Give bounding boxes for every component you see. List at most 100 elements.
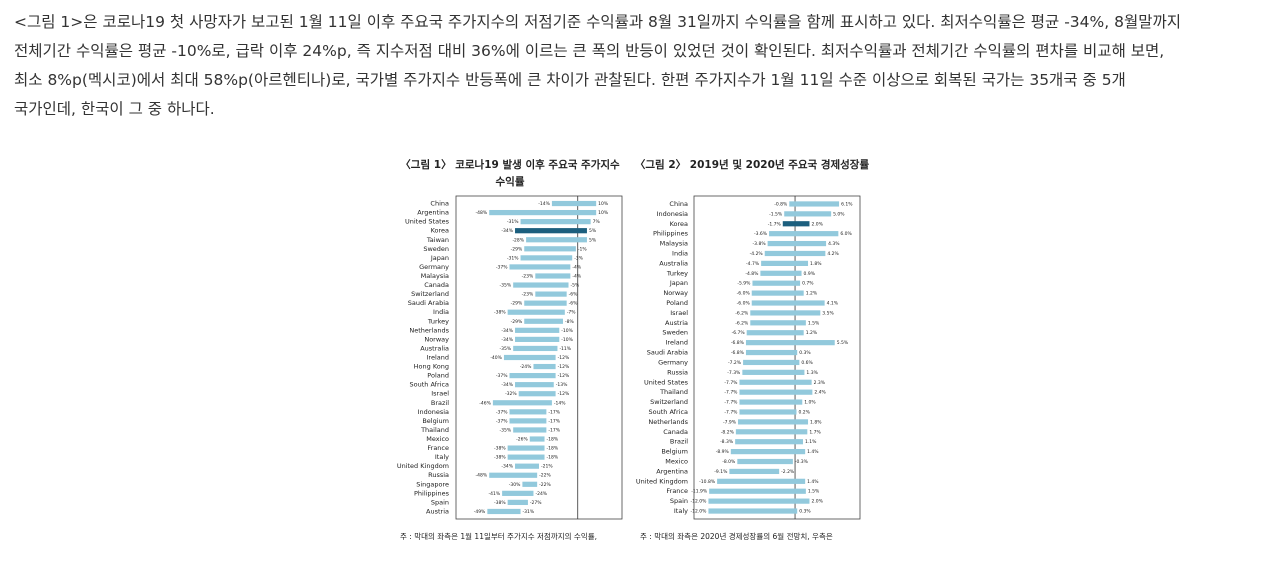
category-label: South Africa — [410, 381, 450, 389]
bar — [746, 330, 804, 336]
end-label: -13% — [556, 382, 568, 388]
bar — [507, 499, 528, 506]
category-label: Mexico — [665, 458, 688, 466]
end-label: -10% — [561, 328, 573, 334]
end-label: 2.4% — [814, 390, 826, 396]
bar — [524, 246, 576, 252]
chart-title: 〈그림 1〉 코로나19 발생 이후 주요국 주가지수 — [400, 158, 620, 171]
start-label: -49% — [474, 509, 486, 515]
end-label: -22% — [539, 473, 551, 479]
end-label: 3.5% — [822, 310, 834, 316]
end-label: -10% — [561, 337, 573, 343]
end-label: -22% — [539, 482, 551, 488]
end-label: 0.2% — [798, 409, 810, 415]
category-label: Argentina — [656, 467, 688, 475]
end-label: 1.1% — [805, 439, 817, 445]
category-label: Australia — [659, 259, 688, 267]
category-label: Israel — [431, 390, 449, 398]
category-label: United Kingdom — [636, 477, 688, 485]
start-label: -41% — [488, 491, 500, 497]
category-label: Korea — [670, 220, 688, 228]
bar — [515, 336, 560, 342]
start-label: -7.2% — [728, 360, 742, 366]
start-label: -6.8% — [731, 350, 745, 356]
category-label: Korea — [431, 227, 449, 235]
end-label: 2.0% — [811, 221, 823, 227]
start-label: -3.6% — [754, 231, 768, 237]
end-label: 1.3% — [806, 370, 818, 376]
start-label: -38% — [494, 310, 506, 316]
category-label: France — [427, 444, 449, 452]
start-label: -34% — [501, 464, 513, 470]
end-label: -27% — [530, 500, 542, 506]
category-label: Sweden — [662, 329, 688, 337]
start-label: -9.1% — [714, 469, 728, 475]
category-label: Israel — [670, 309, 688, 317]
category-label: United States — [644, 378, 689, 386]
end-label: 5% — [589, 228, 597, 234]
bar — [743, 359, 800, 366]
category-label: Saudi Arabia — [647, 349, 688, 357]
bar — [513, 427, 547, 433]
start-label: -0.8% — [774, 201, 788, 207]
start-label: -29% — [511, 301, 523, 307]
start-label: -29% — [511, 246, 523, 252]
start-label: -23% — [522, 292, 534, 298]
bar — [729, 468, 780, 475]
end-label: 1.2% — [806, 291, 818, 297]
start-label: -8.3% — [720, 439, 734, 445]
end-label: 1.4% — [807, 449, 819, 455]
bar — [709, 488, 806, 494]
start-label: -6.8% — [731, 340, 745, 346]
plot-frame — [693, 195, 861, 520]
category-label: Italy — [435, 453, 449, 461]
start-label: -37% — [496, 409, 508, 415]
start-label: -35% — [500, 346, 512, 352]
bar — [751, 300, 825, 306]
start-label: -34% — [501, 382, 513, 388]
category-label: India — [672, 249, 688, 257]
bar — [502, 490, 534, 496]
end-label: 5.0% — [833, 211, 845, 217]
bar — [509, 418, 547, 424]
end-label: -18% — [547, 437, 559, 443]
bar — [735, 429, 808, 435]
category-label: Ireland — [666, 339, 688, 347]
end-label: -8% — [565, 319, 574, 325]
category-label: Brazil — [670, 438, 688, 446]
category-label: Spain — [431, 498, 449, 506]
end-label: -17% — [548, 427, 560, 433]
end-label: -14% — [554, 400, 566, 406]
end-label: 1.5% — [808, 320, 820, 326]
start-label: -14% — [538, 201, 550, 207]
end-label: -21% — [541, 464, 553, 470]
category-label: Austria — [426, 507, 449, 515]
category-label: Turkey — [666, 269, 688, 277]
category-label: Spain — [670, 497, 688, 505]
bar — [507, 309, 565, 315]
bar — [535, 291, 567, 297]
end-label: -7% — [567, 310, 576, 316]
category-label: Ireland — [427, 354, 449, 362]
end-label: 10% — [598, 210, 609, 216]
bar — [520, 255, 573, 261]
end-label: 6.1% — [841, 201, 853, 207]
end-label: 1.8% — [810, 261, 822, 267]
bar — [535, 273, 571, 279]
category-label: Hong Kong — [414, 363, 449, 371]
category-label: Poland — [427, 372, 449, 380]
category-label: Mexico — [426, 435, 449, 443]
category-label: Japan — [669, 279, 688, 287]
end-label: 5.5% — [837, 340, 849, 346]
bar — [789, 201, 840, 207]
bar — [742, 369, 805, 375]
bar — [752, 280, 801, 286]
end-label: 1.4% — [807, 479, 819, 485]
end-label: -6% — [569, 292, 578, 298]
bar — [739, 389, 813, 395]
end-label: 2.3% — [814, 380, 826, 386]
category-label: Switzerland — [411, 290, 449, 298]
bar — [509, 264, 571, 270]
